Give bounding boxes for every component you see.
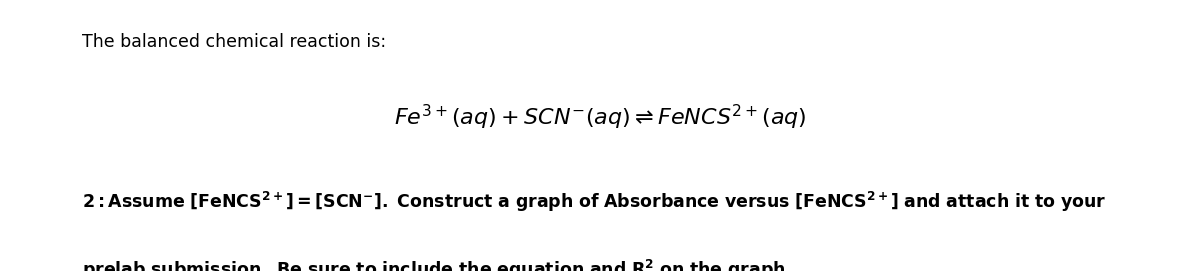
Text: The balanced chemical reaction is:: The balanced chemical reaction is: [82, 33, 385, 50]
Text: $\bf{2: Assume\ [FeNCS^{2+}] = [SCN^{-}].\ Construct\ a\ graph\ of\ Absorbance\ : $\bf{2: Assume\ [FeNCS^{2+}] = [SCN^{-}]… [82, 190, 1106, 214]
Text: $\mathit{Fe}^{3+}\mathit{(aq) + SCN}^{-}\mathit{(aq)} \rightleftharpoons \mathit: $\mathit{Fe}^{3+}\mathit{(aq) + SCN}^{-}… [394, 103, 806, 132]
Text: $\bf{prelab\ submission.\ Be\ sure\ to\ include\ the\ equation\ and\ R^{2}\ on\ : $\bf{prelab\ submission.\ Be\ sure\ to\ … [82, 257, 791, 271]
